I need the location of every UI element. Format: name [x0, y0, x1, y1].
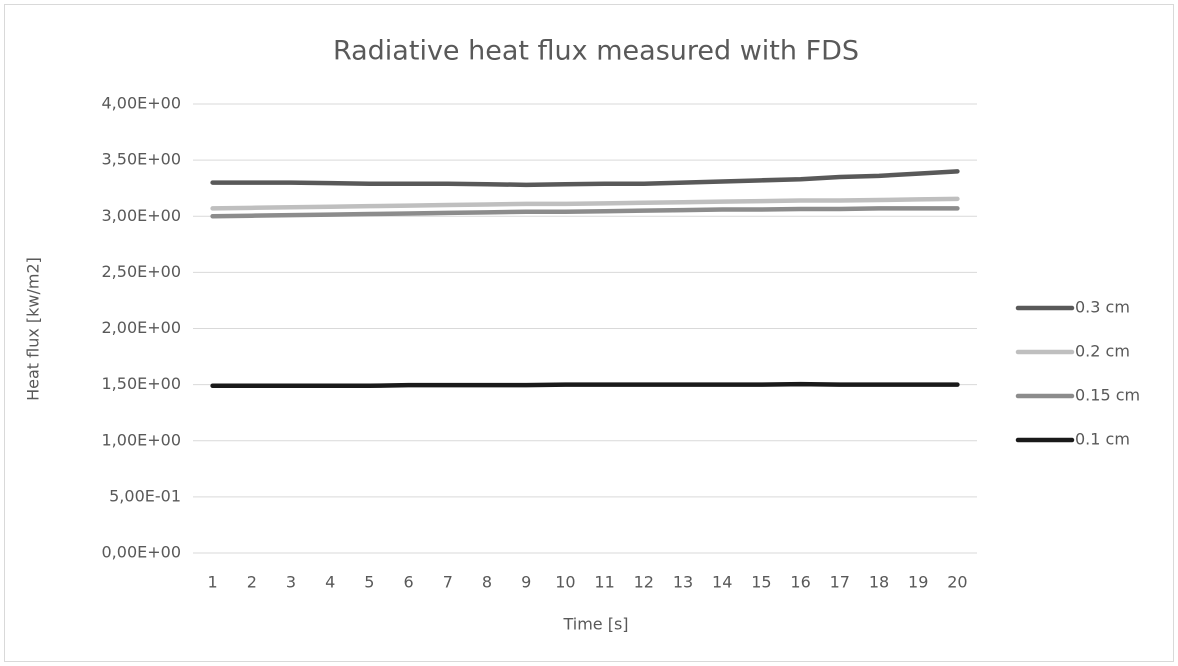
x-tick-label: 10: [555, 573, 575, 592]
chart-border: [4, 4, 1174, 662]
legend-label: 0.2 cm: [1075, 342, 1130, 361]
series-line: [210, 206, 960, 219]
x-tick-label: 20: [947, 573, 967, 592]
x-tick-label: 15: [751, 573, 771, 592]
y-tick-label: 4,00E+00: [102, 94, 182, 113]
y-tick-label: 1,00E+00: [102, 430, 182, 449]
legend-label: 0.1 cm: [1075, 430, 1130, 449]
y-axis-title: Heat flux [kw/m2]: [24, 257, 43, 401]
y-tick-label: 1,50E+00: [102, 374, 182, 393]
y-tick-label: 0,00E+00: [102, 543, 182, 562]
x-tick-label: 5: [364, 573, 374, 592]
series-line: [210, 169, 960, 188]
x-axis-title: Time [s]: [562, 615, 628, 634]
y-tick-label: 5,00E-01: [109, 486, 181, 505]
x-tick-label: 12: [634, 573, 654, 592]
chart-title: Radiative heat flux measured with FDS: [333, 36, 859, 67]
x-tick-label: 17: [830, 573, 850, 592]
x-tick-label: 14: [712, 573, 732, 592]
x-tick-label: 13: [673, 573, 693, 592]
x-tick-label: 18: [869, 573, 889, 592]
x-tick-label: 3: [286, 573, 296, 592]
y-tick-label: 3,50E+00: [102, 150, 182, 169]
x-tick-label: 8: [482, 573, 492, 592]
y-tick-label: 2,00E+00: [102, 318, 182, 337]
x-tick-label: 4: [325, 573, 335, 592]
series-line: [210, 196, 960, 211]
y-tick-label: 2,50E+00: [102, 262, 182, 281]
series-line: [210, 381, 960, 388]
y-tick-label: 3,00E+00: [102, 206, 182, 225]
legend-label: 0.15 cm: [1075, 386, 1140, 405]
legend-label: 0.3 cm: [1075, 298, 1130, 317]
x-tick-label: 19: [908, 573, 928, 592]
x-tick-label: 9: [521, 573, 531, 592]
x-tick-label: 1: [208, 573, 218, 592]
x-tick-label: 16: [790, 573, 810, 592]
x-tick-label: 2: [247, 573, 257, 592]
x-tick-label: 11: [594, 573, 614, 592]
x-tick-label: 7: [443, 573, 453, 592]
x-tick-label: 6: [404, 573, 414, 592]
